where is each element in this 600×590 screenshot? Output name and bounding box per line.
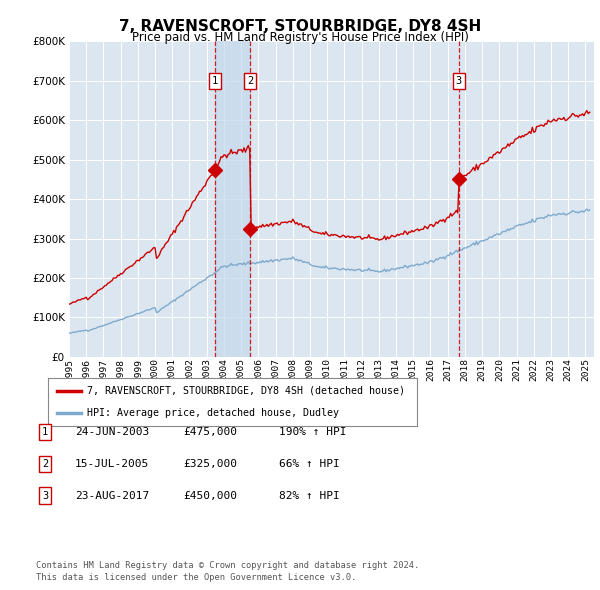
Text: This data is licensed under the Open Government Licence v3.0.: This data is licensed under the Open Gov… <box>36 572 356 582</box>
Text: 190% ↑ HPI: 190% ↑ HPI <box>279 427 347 437</box>
Text: 3: 3 <box>42 491 48 500</box>
Text: 15-JUL-2005: 15-JUL-2005 <box>75 459 149 468</box>
Text: HPI: Average price, detached house, Dudley: HPI: Average price, detached house, Dudl… <box>87 408 339 418</box>
Text: 23-AUG-2017: 23-AUG-2017 <box>75 491 149 500</box>
Text: 24-JUN-2003: 24-JUN-2003 <box>75 427 149 437</box>
Text: 7, RAVENSCROFT, STOURBRIDGE, DY8 4SH: 7, RAVENSCROFT, STOURBRIDGE, DY8 4SH <box>119 19 481 34</box>
Text: 3: 3 <box>455 76 462 86</box>
Text: 1: 1 <box>42 427 48 437</box>
Text: 1: 1 <box>212 76 218 86</box>
Text: 82% ↑ HPI: 82% ↑ HPI <box>279 491 340 500</box>
Text: Contains HM Land Registry data © Crown copyright and database right 2024.: Contains HM Land Registry data © Crown c… <box>36 560 419 570</box>
Text: 2: 2 <box>247 76 254 86</box>
Text: £325,000: £325,000 <box>183 459 237 468</box>
Text: £450,000: £450,000 <box>183 491 237 500</box>
Text: 7, RAVENSCROFT, STOURBRIDGE, DY8 4SH (detached house): 7, RAVENSCROFT, STOURBRIDGE, DY8 4SH (de… <box>87 386 405 396</box>
Text: 2: 2 <box>42 459 48 468</box>
Text: 66% ↑ HPI: 66% ↑ HPI <box>279 459 340 468</box>
Text: Price paid vs. HM Land Registry's House Price Index (HPI): Price paid vs. HM Land Registry's House … <box>131 31 469 44</box>
Text: £475,000: £475,000 <box>183 427 237 437</box>
Bar <box>215 41 250 357</box>
